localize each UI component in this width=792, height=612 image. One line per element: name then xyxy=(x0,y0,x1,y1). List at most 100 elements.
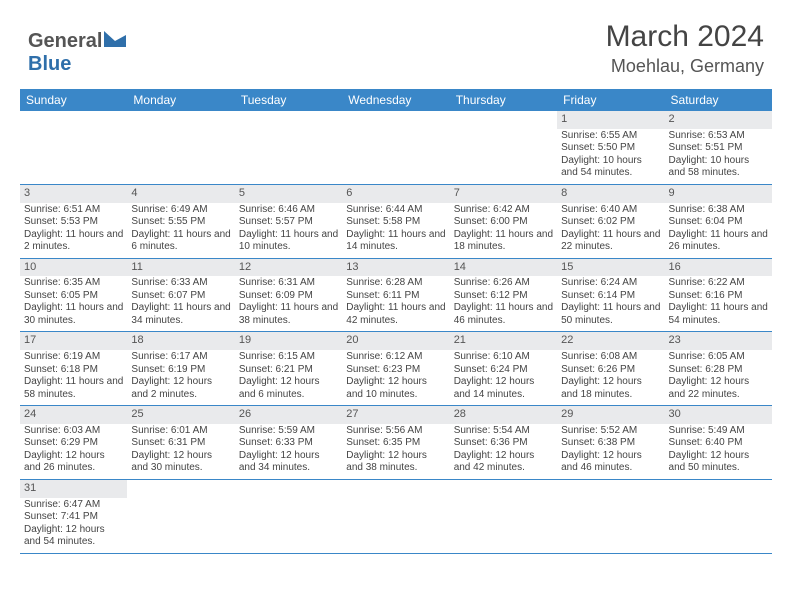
day-number: 10 xyxy=(20,259,127,277)
sunrise: Sunrise: 6:31 AM xyxy=(239,277,338,290)
sunrise: Sunrise: 6:53 AM xyxy=(669,130,768,143)
day-number: 9 xyxy=(665,185,772,203)
sunrise: Sunrise: 6:22 AM xyxy=(669,277,768,290)
day-number: 26 xyxy=(235,406,342,424)
sunset: Sunset: 6:18 PM xyxy=(24,364,123,377)
sunset: Sunset: 6:24 PM xyxy=(454,364,553,377)
week-row: 24Sunrise: 6:03 AMSunset: 6:29 PMDayligh… xyxy=(20,406,772,480)
day-number: 22 xyxy=(557,332,664,350)
daylight: Daylight: 11 hours and 34 minutes. xyxy=(131,302,230,327)
sunset: Sunset: 6:07 PM xyxy=(131,290,230,303)
sunset: Sunset: 6:31 PM xyxy=(131,437,230,450)
day-cell: 16Sunrise: 6:22 AMSunset: 6:16 PMDayligh… xyxy=(665,259,772,332)
day-number: 29 xyxy=(557,406,664,424)
day-number: 15 xyxy=(557,259,664,277)
sunset: Sunset: 6:33 PM xyxy=(239,437,338,450)
sunset: Sunset: 6:23 PM xyxy=(346,364,445,377)
day-cell: 29Sunrise: 5:52 AMSunset: 6:38 PMDayligh… xyxy=(557,406,664,479)
sunset: Sunset: 6:05 PM xyxy=(24,290,123,303)
dow-wednesday: Wednesday xyxy=(342,89,449,111)
day-number: 23 xyxy=(665,332,772,350)
daylight: Daylight: 12 hours and 2 minutes. xyxy=(131,376,230,401)
day-cell: 5Sunrise: 6:46 AMSunset: 5:57 PMDaylight… xyxy=(235,185,342,258)
sunset: Sunset: 5:53 PM xyxy=(24,216,123,229)
daylight: Daylight: 12 hours and 14 minutes. xyxy=(454,376,553,401)
day-cell: 25Sunrise: 6:01 AMSunset: 6:31 PMDayligh… xyxy=(127,406,234,479)
day-cell: 14Sunrise: 6:26 AMSunset: 6:12 PMDayligh… xyxy=(450,259,557,332)
brand-logo: GeneralBlue xyxy=(28,30,126,76)
sunrise: Sunrise: 6:49 AM xyxy=(131,204,230,217)
day-number: 21 xyxy=(450,332,557,350)
daylight: Daylight: 11 hours and 26 minutes. xyxy=(669,229,768,254)
daylight: Daylight: 11 hours and 6 minutes. xyxy=(131,229,230,254)
day-cell: 26Sunrise: 5:59 AMSunset: 6:33 PMDayligh… xyxy=(235,406,342,479)
daylight: Daylight: 11 hours and 38 minutes. xyxy=(239,302,338,327)
title-block: March 2024 Moehlau, Germany xyxy=(606,20,764,77)
daylight: Daylight: 10 hours and 58 minutes. xyxy=(669,155,768,180)
day-number: 31 xyxy=(20,480,127,498)
day-cell xyxy=(557,480,664,553)
sunrise: Sunrise: 6:10 AM xyxy=(454,351,553,364)
sunset: Sunset: 5:50 PM xyxy=(561,142,660,155)
sunrise: Sunrise: 6:03 AM xyxy=(24,425,123,438)
day-cell xyxy=(127,480,234,553)
day-cell: 8Sunrise: 6:40 AMSunset: 6:02 PMDaylight… xyxy=(557,185,664,258)
day-number: 18 xyxy=(127,332,234,350)
daylight: Daylight: 11 hours and 54 minutes. xyxy=(669,302,768,327)
day-cell: 9Sunrise: 6:38 AMSunset: 6:04 PMDaylight… xyxy=(665,185,772,258)
sunrise: Sunrise: 6:24 AM xyxy=(561,277,660,290)
day-number: 25 xyxy=(127,406,234,424)
day-number: 16 xyxy=(665,259,772,277)
dow-row: SundayMondayTuesdayWednesdayThursdayFrid… xyxy=(20,89,772,111)
daylight: Daylight: 12 hours and 6 minutes. xyxy=(239,376,338,401)
day-number: 20 xyxy=(342,332,449,350)
sunset: Sunset: 6:35 PM xyxy=(346,437,445,450)
week-row: 1Sunrise: 6:55 AMSunset: 5:50 PMDaylight… xyxy=(20,111,772,185)
sunset: Sunset: 6:29 PM xyxy=(24,437,123,450)
daylight: Daylight: 11 hours and 2 minutes. xyxy=(24,229,123,254)
sunset: Sunset: 6:38 PM xyxy=(561,437,660,450)
daylight: Daylight: 12 hours and 42 minutes. xyxy=(454,450,553,475)
sunrise: Sunrise: 6:17 AM xyxy=(131,351,230,364)
day-number: 6 xyxy=(342,185,449,203)
sunrise: Sunrise: 6:08 AM xyxy=(561,351,660,364)
sunset: Sunset: 6:02 PM xyxy=(561,216,660,229)
sunset: Sunset: 6:40 PM xyxy=(669,437,768,450)
day-cell: 19Sunrise: 6:15 AMSunset: 6:21 PMDayligh… xyxy=(235,332,342,405)
day-cell: 12Sunrise: 6:31 AMSunset: 6:09 PMDayligh… xyxy=(235,259,342,332)
daylight: Daylight: 12 hours and 22 minutes. xyxy=(669,376,768,401)
week-row: 31Sunrise: 6:47 AMSunset: 7:41 PMDayligh… xyxy=(20,480,772,554)
sunset: Sunset: 5:51 PM xyxy=(669,142,768,155)
day-cell: 3Sunrise: 6:51 AMSunset: 5:53 PMDaylight… xyxy=(20,185,127,258)
daylight: Daylight: 11 hours and 18 minutes. xyxy=(454,229,553,254)
daylight: Daylight: 11 hours and 42 minutes. xyxy=(346,302,445,327)
sunset: Sunset: 5:58 PM xyxy=(346,216,445,229)
sunrise: Sunrise: 6:35 AM xyxy=(24,277,123,290)
daylight: Daylight: 12 hours and 46 minutes. xyxy=(561,450,660,475)
sunrise: Sunrise: 6:40 AM xyxy=(561,204,660,217)
sunrise: Sunrise: 6:15 AM xyxy=(239,351,338,364)
sunrise: Sunrise: 5:54 AM xyxy=(454,425,553,438)
sunset: Sunset: 5:57 PM xyxy=(239,216,338,229)
day-cell xyxy=(450,111,557,184)
day-cell xyxy=(127,111,234,184)
sunrise: Sunrise: 6:44 AM xyxy=(346,204,445,217)
day-cell: 23Sunrise: 6:05 AMSunset: 6:28 PMDayligh… xyxy=(665,332,772,405)
sunrise: Sunrise: 5:56 AM xyxy=(346,425,445,438)
dow-sunday: Sunday xyxy=(20,89,127,111)
sunrise: Sunrise: 5:49 AM xyxy=(669,425,768,438)
sunrise: Sunrise: 6:46 AM xyxy=(239,204,338,217)
daylight: Daylight: 11 hours and 22 minutes. xyxy=(561,229,660,254)
day-number: 19 xyxy=(235,332,342,350)
day-number: 3 xyxy=(20,185,127,203)
day-cell xyxy=(20,111,127,184)
brand-part2: Blue xyxy=(28,53,71,75)
sunrise: Sunrise: 6:01 AM xyxy=(131,425,230,438)
daylight: Daylight: 11 hours and 50 minutes. xyxy=(561,302,660,327)
day-cell xyxy=(235,111,342,184)
week-row: 10Sunrise: 6:35 AMSunset: 6:05 PM Dayligh… xyxy=(20,259,772,333)
sunset: Sunset: 6:26 PM xyxy=(561,364,660,377)
daylight: Daylight: 12 hours and 18 minutes. xyxy=(561,376,660,401)
sunset: Sunset: 6:09 PM xyxy=(239,290,338,303)
day-number: 13 xyxy=(342,259,449,277)
